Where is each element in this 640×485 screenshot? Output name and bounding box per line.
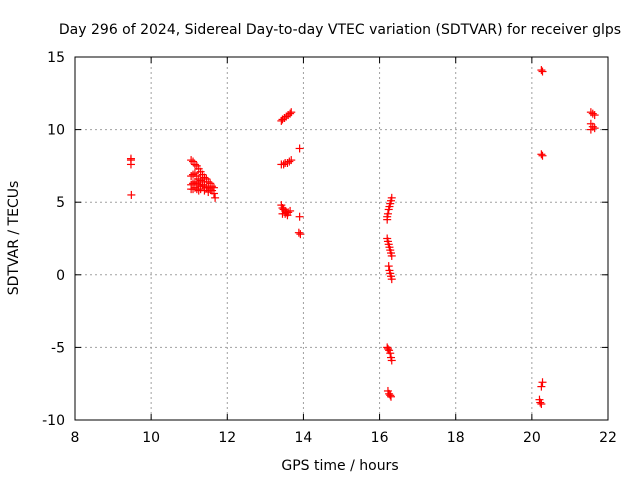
data-point (537, 150, 546, 159)
chart-title: Day 296 of 2024, Sidereal Day-to-day VTE… (59, 22, 621, 38)
data-point (538, 378, 547, 387)
data-point (386, 392, 395, 401)
y-tick-label: 15 (47, 50, 65, 66)
data-point (383, 209, 392, 218)
data-point (590, 124, 599, 133)
x-tick-label: 8 (71, 430, 80, 446)
data-point (538, 67, 547, 76)
data-point (295, 212, 304, 221)
data-point (286, 206, 295, 215)
data-point (386, 391, 395, 400)
data-point (126, 156, 135, 165)
x-tick-label: 20 (523, 430, 541, 446)
x-tick-label: 18 (447, 430, 465, 446)
data-point (295, 144, 304, 153)
data-point (283, 211, 292, 220)
data-point (590, 111, 599, 120)
data-point (200, 186, 209, 195)
data-point (383, 215, 392, 224)
y-tick-label: 5 (56, 195, 65, 211)
data-point (536, 398, 545, 407)
data-point (287, 108, 296, 117)
data-point (296, 230, 305, 239)
data-point (187, 156, 196, 165)
ticks: 8 10 12 14 16 18 20 22 -10 -5 0 5 10 15 (42, 50, 617, 446)
data-point (287, 156, 296, 165)
data-point (196, 185, 205, 194)
data-point (384, 262, 393, 271)
x-tick-label: 14 (295, 430, 313, 446)
data-point (189, 170, 198, 179)
data-point (386, 349, 395, 358)
data-point (127, 190, 136, 199)
y-tick-label: 10 (47, 123, 65, 139)
x-tick-label: 10 (142, 430, 160, 446)
data-point (537, 400, 546, 409)
x-tick-label: 22 (599, 430, 617, 446)
data-point (537, 382, 546, 391)
y-tick-label: 0 (56, 268, 65, 284)
data-point (586, 125, 595, 134)
data-point (294, 228, 303, 237)
x-axis-label: GPS time / hours (281, 458, 398, 474)
data-point (387, 193, 396, 202)
x-tick-label: 16 (371, 430, 389, 446)
data-point (588, 109, 597, 118)
y-tick-label: -5 (51, 340, 65, 356)
data-point (204, 188, 213, 197)
plot-frame (74, 56, 609, 421)
data-point (209, 189, 218, 198)
data-point (537, 66, 546, 75)
y-axis-label: SDTVAR / TECUs (6, 181, 22, 296)
data-point (285, 157, 294, 166)
data-point (387, 251, 396, 260)
data-point (383, 344, 392, 353)
data-points (126, 66, 599, 409)
data-point (286, 109, 295, 118)
data-point (538, 151, 547, 160)
data-point (279, 160, 288, 169)
data-point (387, 275, 396, 284)
y-tick-label: -10 (42, 413, 65, 429)
data-point (387, 356, 396, 365)
data-point (190, 160, 199, 169)
x-tick-label: 12 (218, 430, 236, 446)
grid (75, 57, 608, 420)
data-point (211, 193, 220, 202)
